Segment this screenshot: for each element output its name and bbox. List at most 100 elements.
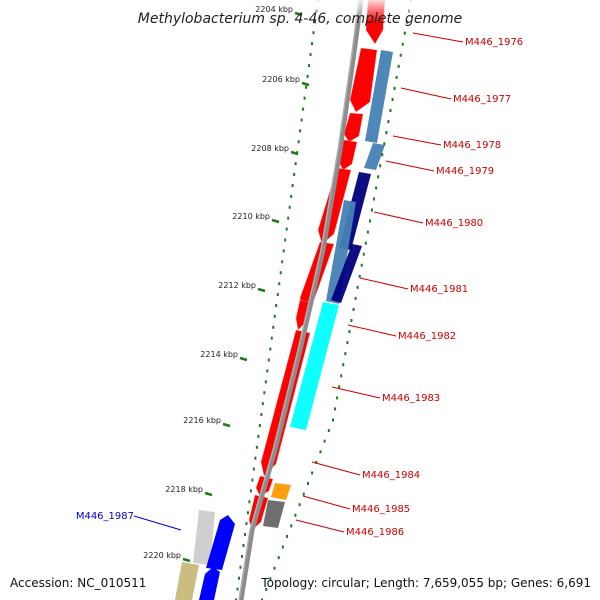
tick-mark — [272, 325, 275, 329]
tick-mark — [278, 282, 281, 286]
tick-mark — [368, 219, 371, 223]
tick-mark — [311, 471, 314, 475]
tick-mark — [267, 358, 270, 362]
tick-mark — [366, 230, 369, 234]
leader-lines — [133, 32, 464, 533]
tick-mark — [236, 587, 239, 591]
tick-mark — [401, 42, 404, 46]
leader-line — [295, 519, 345, 533]
cog-segment — [326, 200, 356, 304]
tick-mark — [305, 85, 308, 89]
tick-mark — [293, 173, 296, 177]
gene-label[interactable]: M446_1976 — [465, 37, 523, 48]
tick-mark — [254, 456, 257, 460]
tick-mark — [264, 380, 267, 384]
tick-mark — [375, 186, 378, 190]
gene-label[interactable]: M446_1982 — [398, 331, 456, 342]
tick-mark — [315, 460, 318, 464]
leader-line — [331, 386, 381, 399]
tick-mark — [303, 96, 306, 100]
cog-segment — [175, 562, 199, 600]
genome-summary-text: Topology: circular; Length: 7,659,055 bp… — [261, 576, 591, 590]
gene-labels: M446_1976 M446_1977 M446_1978 M446_1979 M446… — [76, 37, 523, 538]
tick-mark — [286, 534, 289, 538]
gene-label[interactable]: M446_1979 — [436, 166, 494, 177]
tick-mark — [255, 445, 258, 449]
tick-mark — [290, 194, 293, 198]
gene-label[interactable]: M446_1981 — [410, 284, 468, 295]
tick-mark — [354, 296, 357, 300]
cog-segment — [331, 244, 362, 303]
tick-mark — [257, 434, 260, 438]
tick-mark — [336, 396, 339, 400]
tick-mark — [294, 162, 297, 166]
tick-mark — [356, 285, 359, 289]
tick-mark — [352, 307, 355, 311]
tick-mark — [302, 107, 305, 111]
tick-mark — [308, 63, 311, 67]
forward-gene-arrow — [350, 48, 377, 112]
cog-ring — [175, 0, 393, 600]
gene-label[interactable]: M446_1984 — [362, 470, 420, 481]
tick-mark — [387, 120, 390, 124]
kbp-tick-label: 2206 kbp — [262, 75, 300, 84]
kbp-major-tick — [257, 287, 266, 293]
tick-mark — [239, 565, 242, 569]
tick-mark — [266, 369, 269, 373]
tick-mark — [281, 545, 284, 549]
tick-mark — [389, 109, 392, 113]
reverse-gene-arrow — [206, 515, 235, 570]
gene-label[interactable]: M446_1978 — [443, 140, 501, 151]
tick-mark — [391, 97, 394, 101]
gene-arrow-highlight — [317, 167, 352, 245]
forward-gene-arrow — [344, 113, 363, 142]
tick-mark — [385, 131, 388, 135]
tick-mark — [395, 75, 398, 79]
tick-mark — [302, 492, 305, 496]
kbp-tick-label: 2218 kbp — [165, 485, 203, 494]
kbp-tick-label: 2220 kbp — [143, 551, 181, 560]
tick-mark — [346, 341, 349, 345]
tick-mark — [277, 556, 280, 560]
gene-label[interactable]: M446_1977 — [453, 94, 511, 105]
cog-segment — [365, 50, 393, 143]
kbp-tick-label: 2216 kbp — [183, 416, 221, 425]
tick-mark — [243, 533, 246, 537]
tick-mark — [273, 314, 276, 318]
tick-mark — [327, 429, 330, 433]
gene-label[interactable]: M446_1985 — [352, 504, 410, 515]
leader-line — [311, 461, 361, 476]
tick-mark — [291, 183, 294, 187]
tick-mark — [235, 598, 237, 600]
tick-mark — [265, 587, 268, 591]
cog-segment — [271, 483, 291, 500]
tick-mark — [377, 175, 380, 179]
tick-mark — [276, 293, 279, 297]
leader-line — [347, 324, 397, 337]
kbp-tick-label: 2212 kbp — [218, 281, 256, 290]
tick-mark — [312, 31, 315, 35]
gene-label[interactable]: M446_1980 — [425, 218, 483, 229]
kbp-labels: 2204 kbp 2206 kbp 2208 kbp 2210 kbp 2212 kbp… — [143, 5, 310, 563]
kbp-major-tick — [182, 557, 191, 563]
tick-mark — [358, 274, 361, 278]
gene-label[interactable]: M446_1987 — [76, 511, 134, 522]
tick-mark — [260, 413, 263, 417]
gene-label[interactable]: M446_1986 — [346, 527, 404, 538]
gene-label[interactable]: M446_1983 — [382, 393, 440, 404]
tick-mark — [269, 347, 272, 351]
tick-mark — [338, 385, 341, 389]
kbp-major-tick — [239, 356, 248, 362]
tick-mark — [319, 450, 322, 454]
tick-mark — [287, 216, 290, 220]
tick-mark — [288, 205, 291, 209]
tick-mark — [246, 511, 249, 515]
tick-mark — [362, 252, 365, 256]
tick-mark — [258, 423, 261, 427]
tick-mark — [360, 263, 363, 267]
leader-line — [359, 277, 409, 290]
tick-mark — [261, 598, 263, 600]
leader-line — [133, 515, 182, 531]
tick-mark — [263, 391, 266, 395]
tick-mark — [298, 503, 301, 507]
